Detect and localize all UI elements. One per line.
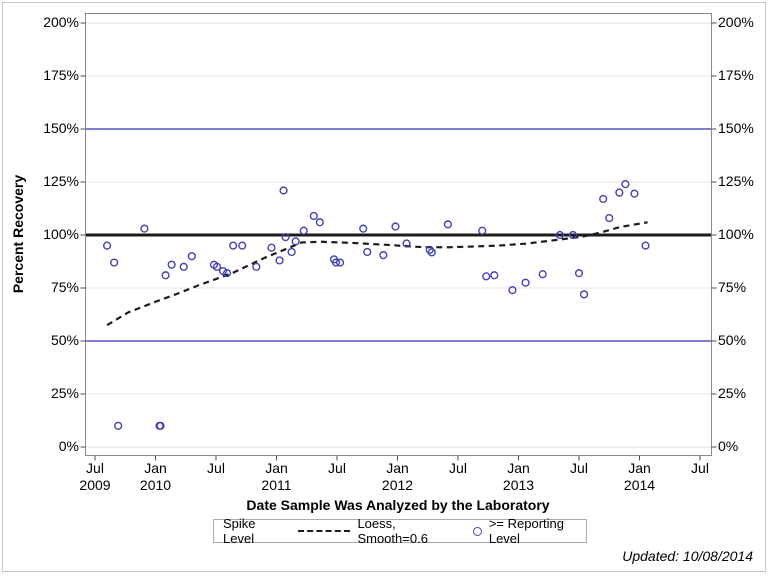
x-tick-label-month: Jan (507, 460, 530, 476)
scatter-point (140, 224, 149, 233)
scatter-point (599, 194, 608, 204)
scatter-point (615, 188, 624, 197)
scatter-point (315, 218, 324, 227)
x-tick-label-month: Jul (207, 460, 225, 476)
scatter-point (102, 241, 112, 250)
scatter-point (379, 251, 388, 260)
y-tick-label-left: 125% (43, 173, 79, 189)
legend-entry-loess: Loess, Smooth=0.6 (357, 516, 428, 546)
scatter-point (391, 222, 400, 231)
y-tick-label-right: 175% (718, 67, 754, 83)
x-tick-label-year: 2012 (381, 477, 414, 493)
open-circle-swatch-icon (472, 526, 482, 536)
scatter-point (222, 269, 232, 278)
scatter-point (114, 421, 123, 430)
scatter-point (359, 224, 368, 233)
scatter-point (363, 247, 372, 257)
scatter-point (579, 290, 589, 299)
y-tick-label-left: 150% (43, 120, 79, 136)
scatter-point (568, 230, 578, 240)
y-tick-label-left: 50% (50, 332, 79, 348)
y-tick-label-left: 25% (50, 385, 79, 401)
scatter-point (187, 252, 196, 261)
scatter-point (478, 226, 487, 235)
x-tick-label-month: Jan (265, 460, 288, 476)
scatter-point (299, 226, 308, 235)
y-tick-label-right: 150% (718, 120, 754, 136)
x-tick-label-month: Jul (328, 460, 346, 476)
y-tick-label-left: 200% (43, 14, 79, 30)
legend-title: Spike Level (223, 516, 256, 546)
scatter-point (335, 258, 345, 267)
x-tick-label-month: Jan (386, 460, 409, 476)
y-tick-label-right: 75% (718, 279, 747, 295)
scatter-point (218, 266, 228, 276)
scatter-point (630, 189, 639, 198)
scatter-point (212, 262, 222, 271)
scatter-point (281, 233, 290, 242)
scatter-point (538, 270, 547, 279)
y-axis-title: Percent Recovery (10, 174, 26, 294)
scatter-point (167, 260, 176, 269)
scatter-point (508, 286, 517, 295)
x-tick-label-month: Jul (570, 460, 588, 476)
loess-curve (106, 221, 648, 327)
scatter-point (482, 272, 491, 281)
legend: Spike Level Loess, Smooth=0.6 >= Reporti… (213, 516, 587, 546)
y-tick-label-left: 100% (43, 226, 79, 242)
scatter-point (443, 220, 453, 229)
x-tick-label-year: 2009 (79, 477, 111, 493)
legend-entry-reporting-level: >= Reporting Level (488, 516, 565, 546)
scatter-point (238, 241, 247, 250)
scatter-point (555, 230, 564, 240)
scatter-point (179, 262, 188, 271)
y-tick-label-right: 25% (718, 385, 747, 401)
x-tick-label-year: 2011 (261, 477, 292, 493)
scatter-point (287, 247, 296, 257)
y-tick-label-right: 100% (718, 226, 754, 242)
scatter-point (156, 421, 165, 430)
y-tick-label-left: 0% (58, 438, 79, 454)
x-tick-label-year: 2010 (139, 477, 172, 493)
y-tick-label-left: 175% (43, 67, 79, 83)
y-tick-label-right: 200% (718, 14, 754, 30)
scatter-point (331, 258, 341, 267)
dashed-line-swatch-icon (298, 530, 351, 532)
scatter-point (521, 278, 530, 287)
scatter-point (621, 180, 630, 189)
scatter-point (275, 256, 284, 265)
updated-date-note: Updated: 10/08/2014 (622, 548, 753, 564)
scatter-point (229, 241, 238, 250)
scatter-point (279, 186, 288, 195)
x-tick-label-month: Jul (86, 460, 104, 476)
scatter-point (574, 269, 584, 278)
scatter-point (402, 239, 411, 248)
x-tick-label-year: 2014 (623, 477, 656, 493)
x-tick-label-month: Jul (449, 460, 467, 476)
x-tick-label-month: Jan (144, 460, 167, 476)
x-tick-label-year: 2013 (502, 477, 535, 493)
scatter-point (110, 258, 119, 267)
scatter-point (161, 271, 170, 280)
scatter-point (252, 262, 261, 271)
x-tick-label-month: Jan (628, 460, 651, 476)
scatter-point (309, 211, 318, 221)
y-tick-label-right: 125% (718, 173, 754, 189)
x-axis-title: Date Sample Was Analyzed by the Laborato… (246, 497, 550, 513)
scatter-point (427, 248, 436, 257)
scatter-point (267, 243, 276, 252)
x-tick-label-month: Jul (691, 460, 709, 476)
y-tick-label-right: 50% (718, 332, 747, 348)
scatter-point (291, 237, 300, 246)
scatter-point (490, 271, 499, 280)
y-tick-label-left: 75% (50, 279, 79, 295)
scatter-point (605, 213, 614, 223)
scatter-point (641, 241, 650, 250)
y-tick-label-right: 0% (718, 438, 739, 454)
